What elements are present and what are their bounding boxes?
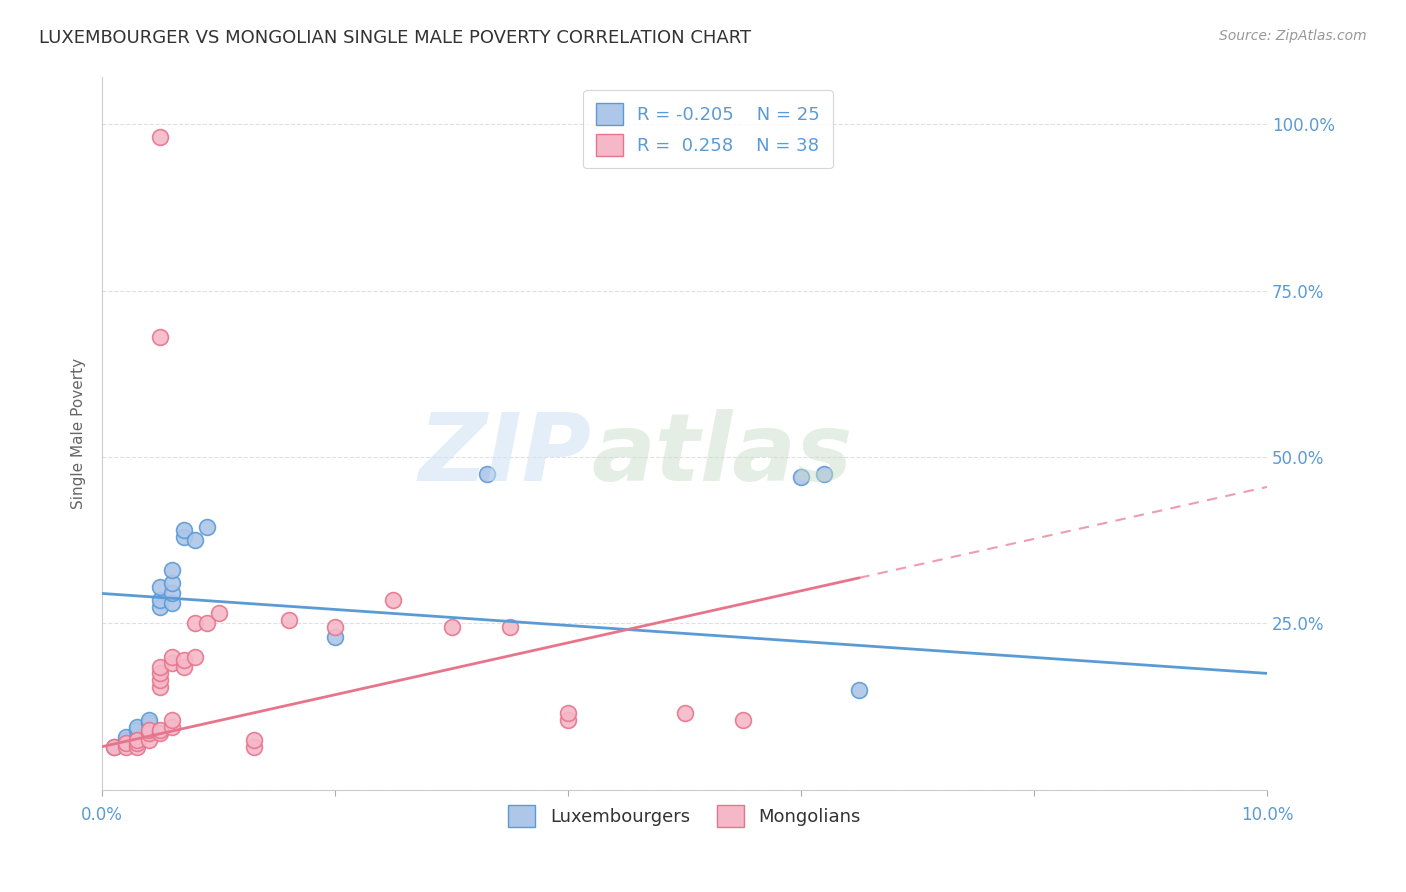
Point — [184, 533, 207, 548]
Point — [149, 593, 172, 607]
Point — [160, 586, 183, 600]
Point — [848, 683, 870, 698]
Point — [127, 720, 149, 734]
Point — [127, 739, 149, 754]
Point — [557, 706, 579, 721]
Point — [160, 597, 183, 611]
Point — [138, 726, 160, 740]
Point — [114, 730, 136, 744]
Point — [323, 620, 346, 634]
Point — [149, 330, 172, 344]
Point — [127, 730, 149, 744]
Point — [149, 659, 172, 673]
Point — [673, 706, 696, 721]
Point — [160, 576, 183, 591]
Point — [149, 726, 172, 740]
Point — [173, 653, 195, 667]
Text: 0.0%: 0.0% — [82, 806, 124, 824]
Point — [138, 713, 160, 727]
Point — [323, 630, 346, 644]
Point — [173, 659, 195, 673]
Text: ZIP: ZIP — [419, 409, 592, 501]
Point — [160, 713, 183, 727]
Point — [173, 523, 195, 537]
Point — [195, 520, 218, 534]
Point — [149, 680, 172, 694]
Point — [242, 733, 264, 747]
Point — [127, 736, 149, 750]
Point — [114, 733, 136, 747]
Point — [499, 620, 522, 634]
Point — [149, 599, 172, 614]
Point — [160, 563, 183, 577]
Point — [277, 613, 299, 627]
Legend: Luxembourgers, Mongolians: Luxembourgers, Mongolians — [501, 797, 868, 834]
Point — [149, 666, 172, 681]
Point — [184, 649, 207, 664]
Point — [138, 733, 160, 747]
Point — [149, 130, 172, 145]
Point — [103, 739, 125, 754]
Text: LUXEMBOURGER VS MONGOLIAN SINGLE MALE POVERTY CORRELATION CHART: LUXEMBOURGER VS MONGOLIAN SINGLE MALE PO… — [39, 29, 751, 46]
Point — [127, 723, 149, 737]
Point — [149, 580, 172, 594]
Text: Source: ZipAtlas.com: Source: ZipAtlas.com — [1219, 29, 1367, 43]
Point — [149, 673, 172, 687]
Point — [160, 657, 183, 671]
Point — [184, 616, 207, 631]
Point — [160, 720, 183, 734]
Point — [114, 739, 136, 754]
Point — [160, 649, 183, 664]
Text: atlas: atlas — [592, 409, 852, 501]
Point — [557, 713, 579, 727]
Point — [813, 467, 835, 481]
Point — [138, 726, 160, 740]
Y-axis label: Single Male Poverty: Single Male Poverty — [72, 358, 86, 509]
Point — [138, 716, 160, 731]
Point — [208, 607, 231, 621]
Point — [114, 736, 136, 750]
Point — [475, 467, 498, 481]
Point — [731, 713, 754, 727]
Point — [149, 723, 172, 737]
Point — [173, 530, 195, 544]
Point — [138, 723, 160, 737]
Text: 10.0%: 10.0% — [1240, 806, 1294, 824]
Point — [127, 733, 149, 747]
Point — [440, 620, 463, 634]
Point — [242, 739, 264, 754]
Point — [195, 616, 218, 631]
Point — [103, 739, 125, 754]
Point — [382, 593, 405, 607]
Point — [790, 470, 813, 484]
